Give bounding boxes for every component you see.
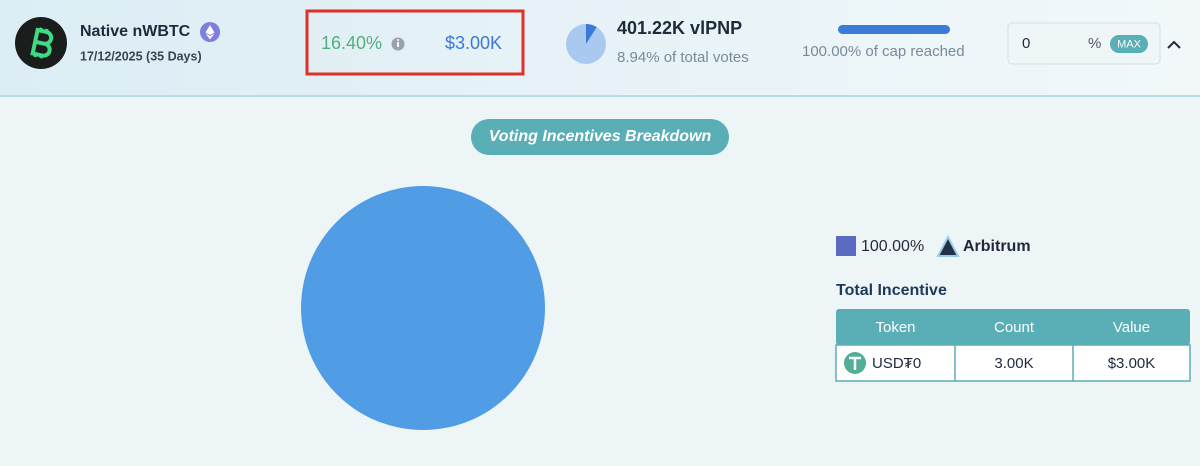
column-header: Value <box>1113 319 1150 336</box>
legend-swatch <box>836 236 856 256</box>
highlight-box <box>305 9 525 76</box>
title-pill <box>471 119 729 155</box>
table-cell: $3.00K <box>1108 355 1156 372</box>
votes: 401.22K vlPNP <box>617 18 742 38</box>
bitcoin-icon <box>15 17 67 69</box>
column-header: Token <box>875 319 915 336</box>
collapse-chevron[interactable] <box>1167 40 1181 49</box>
reward: $3.00K <box>445 33 502 53</box>
pie-wedge <box>586 24 597 44</box>
breakdown-title: Voting Incentives Breakdown <box>489 128 712 145</box>
incentive-table: Token Count Value USD₮0 3.00K $3.00K <box>835 309 1191 382</box>
incentive-pie <box>301 186 545 430</box>
chain-icon <box>936 234 960 257</box>
max-label[interactable]: MAX <box>1117 38 1142 50</box>
table-cell: 3.00K <box>994 355 1033 372</box>
info-icon <box>391 37 405 51</box>
pie-slice <box>301 186 545 430</box>
input-value[interactable]: 0 <box>1022 35 1030 52</box>
vote-share-pie <box>566 24 606 64</box>
cap-label: 100.00% of cap reached <box>802 43 965 60</box>
table-header-bg <box>836 309 1190 345</box>
pool-name: Native nWBTC <box>80 23 191 40</box>
legend: 100.00% Arbitrum <box>836 234 1031 257</box>
input-unit: % <box>1088 35 1101 52</box>
cap-fill <box>838 25 950 34</box>
pool-date: 17/12/2025 (35 Days) <box>80 49 202 63</box>
max-button[interactable] <box>1110 35 1148 53</box>
table-row-bg <box>835 344 1191 382</box>
legend-percent: 100.00% <box>861 238 924 255</box>
legend-name: Arbitrum <box>963 238 1031 255</box>
token-icon-mark <box>849 356 861 370</box>
eth-icon <box>200 22 220 42</box>
table-cell: USD₮0 <box>872 355 921 372</box>
vote-input[interactable] <box>1007 22 1161 65</box>
table-title: Total Incentive <box>836 282 947 299</box>
column-header: Count <box>994 319 1035 336</box>
apr: 16.40% <box>321 33 382 53</box>
vote-share: 8.94% of total votes <box>617 49 749 66</box>
